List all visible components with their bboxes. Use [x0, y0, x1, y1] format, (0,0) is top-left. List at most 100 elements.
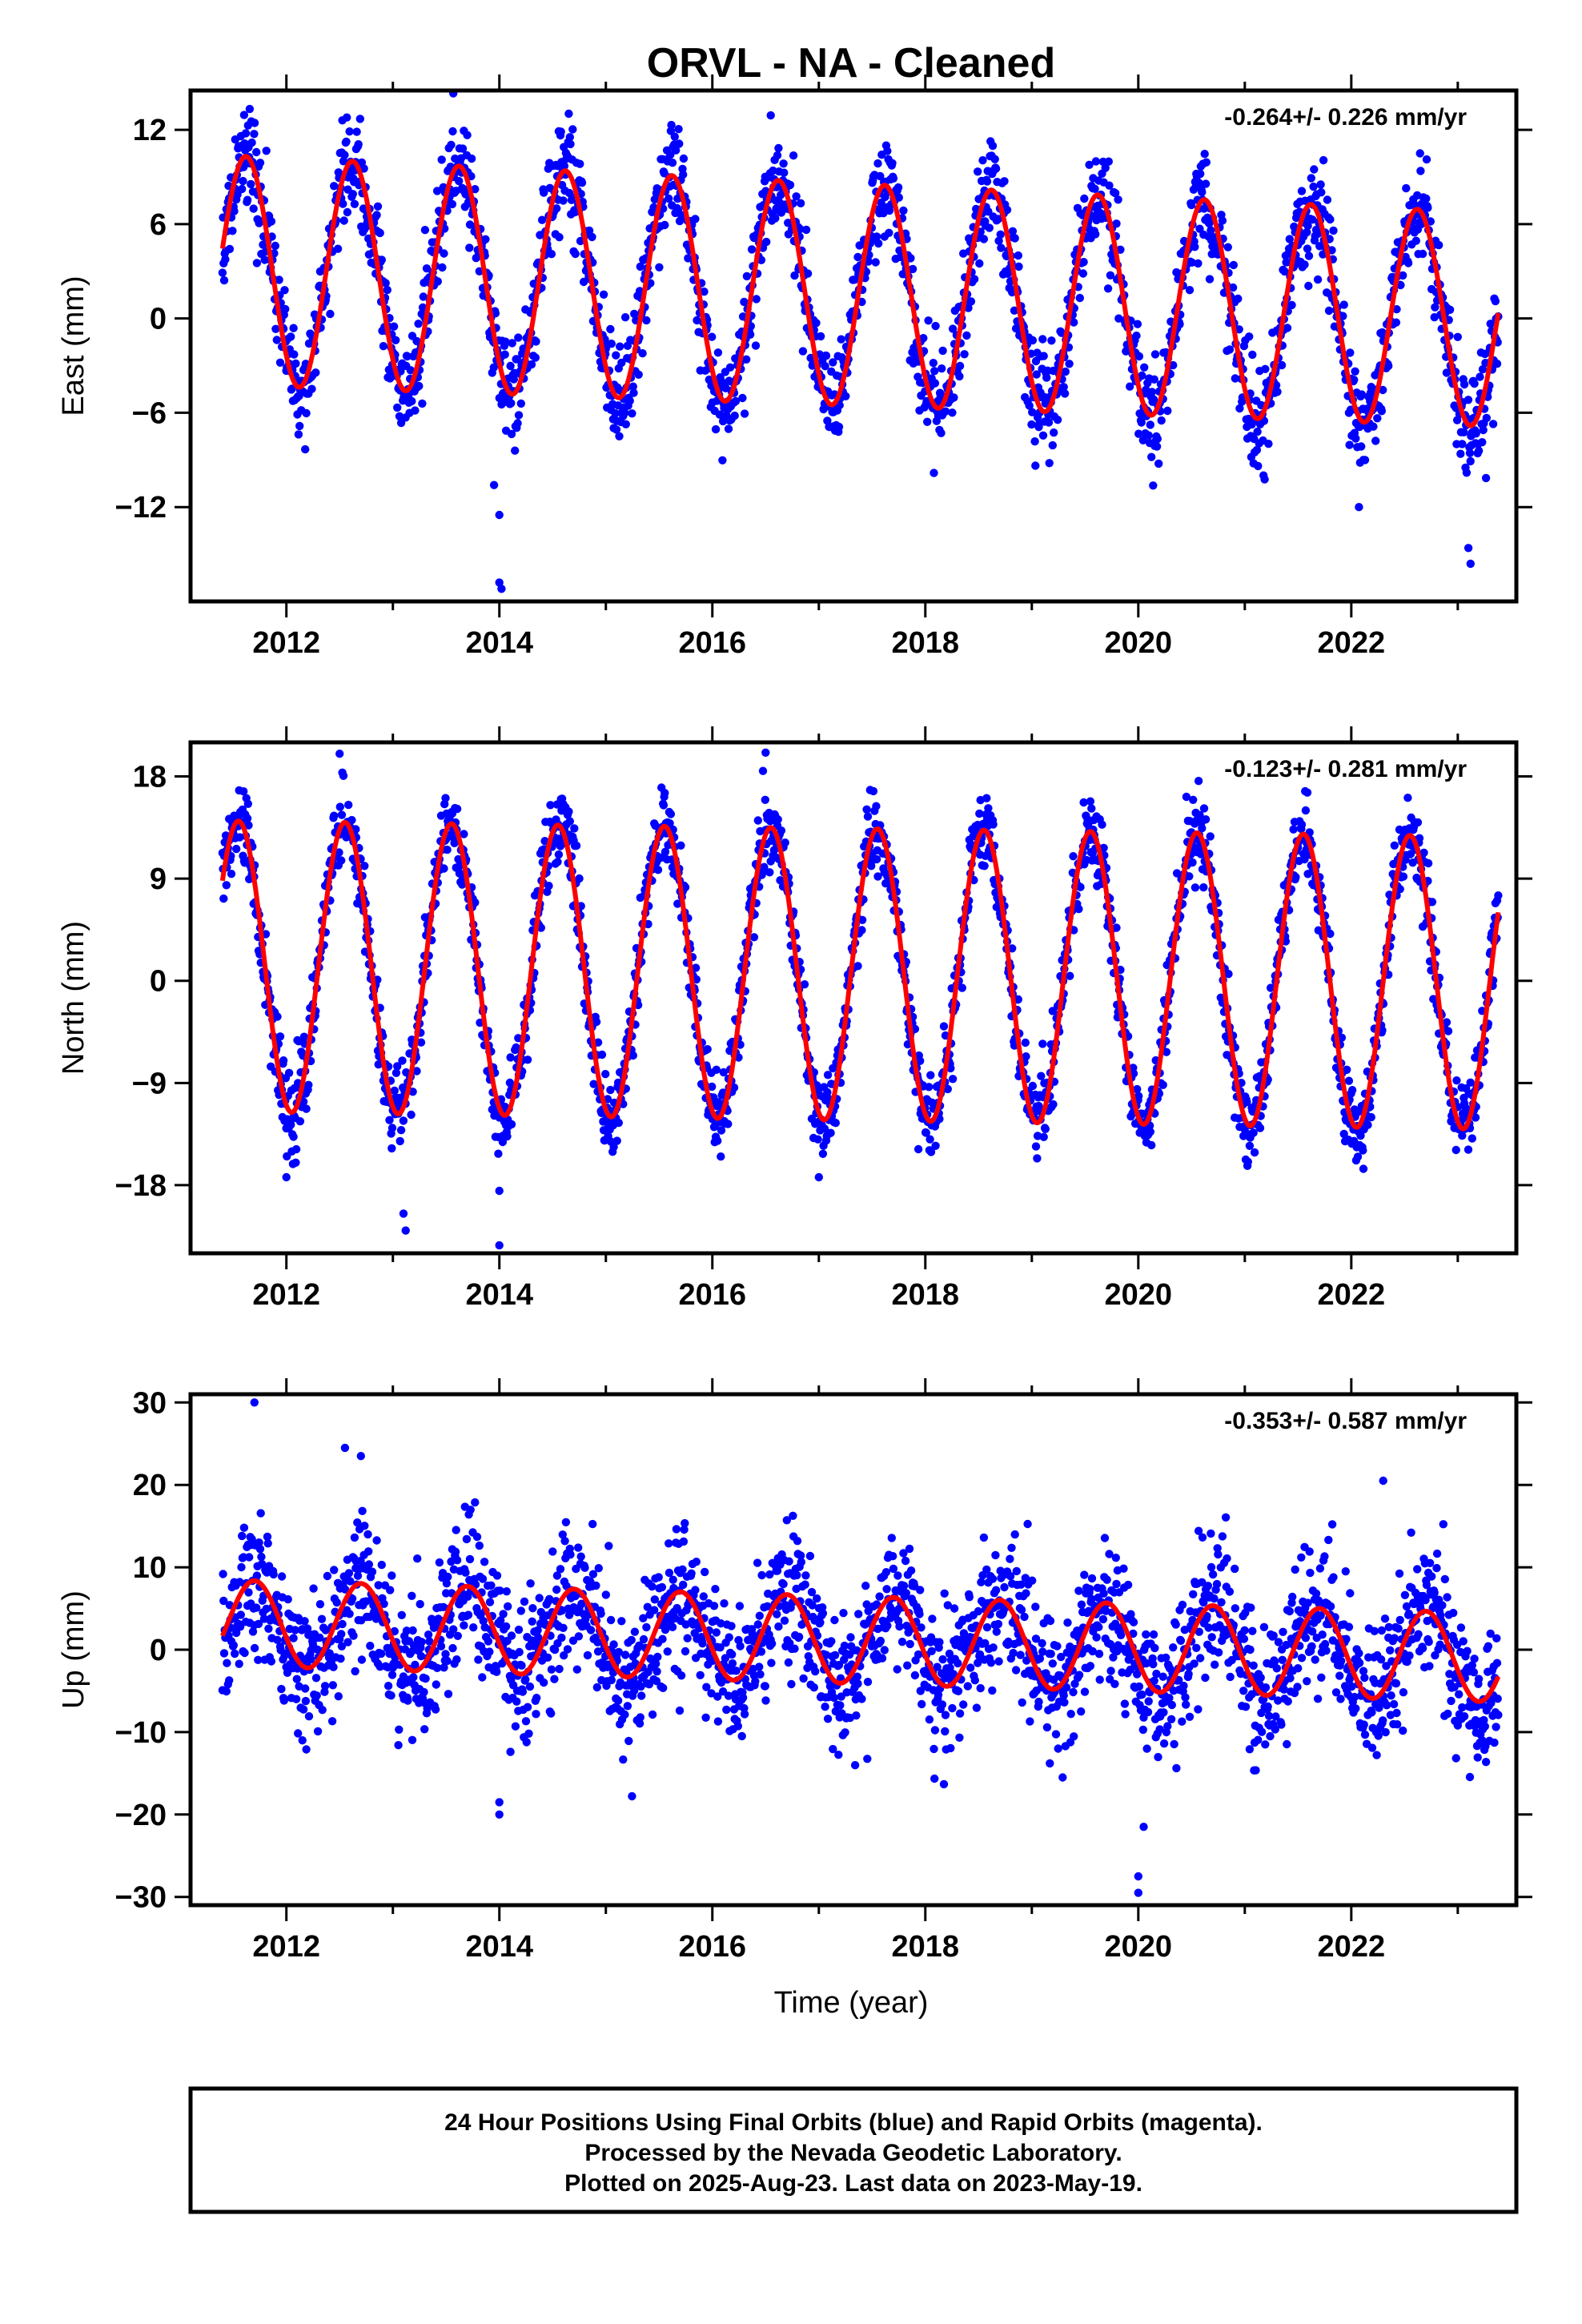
data-point	[985, 223, 994, 232]
data-point	[948, 324, 958, 333]
data-point	[280, 286, 289, 295]
data-point	[1399, 872, 1408, 881]
data-point	[337, 1642, 347, 1651]
data-point	[345, 127, 354, 136]
data-point	[766, 111, 775, 120]
data-point	[245, 1553, 254, 1562]
data-point	[1357, 390, 1367, 399]
data-point	[1014, 262, 1023, 271]
data-point	[758, 766, 768, 775]
data-point	[1343, 1065, 1351, 1075]
data-point	[769, 166, 777, 175]
y-tick-label: −12	[115, 491, 167, 525]
data-point	[335, 848, 343, 857]
data-point	[1231, 374, 1240, 383]
data-point	[222, 1687, 231, 1696]
data-point	[330, 182, 339, 191]
data-point	[1140, 363, 1149, 372]
observations-series	[218, 748, 1503, 1250]
data-point	[570, 824, 579, 833]
y-tick-label: −6	[132, 396, 167, 430]
data-point	[235, 1659, 243, 1668]
data-point	[233, 190, 242, 199]
data-point	[617, 358, 626, 368]
data-point	[713, 348, 723, 357]
data-point	[1373, 414, 1382, 423]
data-point	[311, 1674, 321, 1683]
data-point	[343, 207, 352, 217]
data-point	[1028, 408, 1037, 416]
data-point	[821, 352, 831, 360]
data-point	[245, 104, 255, 114]
data-point	[304, 1080, 313, 1090]
data-point	[306, 1655, 315, 1664]
data-point	[448, 199, 457, 209]
chart-title: ORVL - NA - Cleaned	[647, 40, 1055, 86]
data-point	[691, 963, 701, 972]
data-point	[1014, 995, 1023, 1004]
data-point	[780, 168, 789, 177]
data-point	[1313, 275, 1323, 284]
data-point	[419, 292, 428, 301]
data-point	[1032, 370, 1041, 379]
data-point	[393, 403, 402, 412]
data-point	[353, 1571, 363, 1580]
data-point	[762, 237, 771, 247]
data-point	[731, 396, 741, 406]
data-point	[742, 355, 751, 364]
velocity-annotation: -0.264+/- 0.226 mm/yr	[1224, 104, 1467, 131]
data-point	[1339, 312, 1347, 320]
data-point	[1135, 409, 1144, 418]
data-point	[708, 1082, 717, 1092]
data-point	[1345, 440, 1354, 449]
data-point	[366, 1642, 375, 1651]
data-point	[1182, 792, 1191, 802]
data-point	[665, 194, 673, 203]
data-point	[433, 277, 442, 286]
data-point	[506, 1053, 515, 1062]
data-point	[372, 211, 381, 219]
data-point	[1008, 227, 1018, 235]
data-point	[418, 399, 427, 408]
data-point	[978, 156, 987, 165]
data-point	[1310, 165, 1319, 174]
data-point	[1031, 1142, 1041, 1151]
x-tick-label: 2014	[465, 626, 533, 660]
data-point	[724, 424, 733, 433]
data-point	[1116, 245, 1125, 254]
y-axis-label: East (mm)	[57, 275, 90, 416]
data-point	[1347, 1086, 1357, 1095]
data-point	[1104, 157, 1114, 166]
data-point	[717, 1152, 725, 1161]
data-point	[612, 351, 620, 360]
data-point	[1066, 971, 1074, 980]
data-point	[1283, 324, 1292, 332]
data-point	[1466, 456, 1475, 466]
data-point	[883, 147, 892, 155]
data-point	[1138, 436, 1148, 444]
data-point	[231, 1649, 239, 1659]
outlier-point	[401, 1226, 410, 1235]
data-point	[291, 1695, 301, 1703]
data-point	[1245, 1141, 1255, 1151]
data-point	[1494, 891, 1503, 900]
data-point	[1252, 445, 1262, 455]
data-point	[494, 1149, 503, 1158]
data-point	[1465, 448, 1475, 457]
y-tick-label: −9	[132, 1067, 167, 1100]
data-point	[418, 303, 428, 312]
data-point	[1205, 275, 1215, 283]
data-point	[752, 295, 761, 304]
data-point	[406, 366, 416, 375]
y-tick-label: 6	[150, 208, 167, 242]
data-point	[1199, 883, 1208, 892]
data-point	[391, 1068, 401, 1078]
data-point	[964, 304, 973, 312]
data-point	[1411, 236, 1421, 245]
data-point	[1460, 380, 1469, 389]
data-point	[565, 817, 574, 826]
data-point	[507, 399, 516, 408]
data-point	[383, 285, 391, 295]
data-point	[1134, 352, 1144, 361]
data-point	[481, 235, 490, 243]
